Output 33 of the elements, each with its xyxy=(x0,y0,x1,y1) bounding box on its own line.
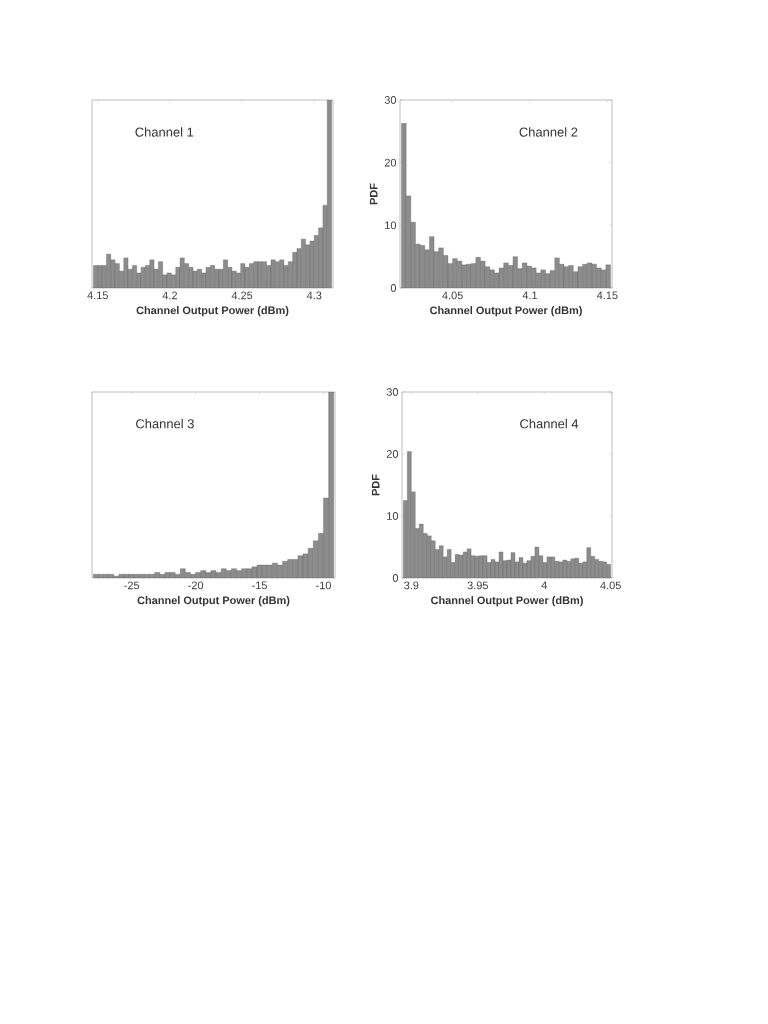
y-axis-title: PDF xyxy=(371,474,380,496)
x-tick-label: 4.1 xyxy=(522,291,538,300)
x-tick-label: 4.15 xyxy=(596,291,618,300)
x-tick-label: 4 xyxy=(541,581,547,590)
y-tick-label: 20 xyxy=(386,450,399,458)
y-tick-label: 10 xyxy=(385,221,397,230)
y-tick-label: 0 xyxy=(390,284,397,292)
annotation: Channel 4 xyxy=(520,418,579,429)
x-tick-label: -10 xyxy=(316,581,331,590)
x-axis-title: Channel Output Power (dBm) xyxy=(431,596,583,607)
x-tick-label: 3.9 xyxy=(404,581,419,590)
y-tick-label: 0 xyxy=(392,574,399,582)
x-tick-label: 4.2 xyxy=(162,291,177,300)
x-tick-label: 4.15 xyxy=(87,291,108,300)
y-tick-label: 30 xyxy=(384,96,397,104)
x-tick-label: -15 xyxy=(252,581,267,590)
x-tick-label: 4.3 xyxy=(306,291,322,300)
x-tick-label: 4.05 xyxy=(600,581,621,590)
y-tick-label: 20 xyxy=(384,158,397,167)
y-axis-title: PDF xyxy=(369,183,378,205)
y-tick-label: 30 xyxy=(386,388,399,396)
x-tick-label: -20 xyxy=(188,581,204,590)
x-axis-title: Channel Output Power (dBm) xyxy=(137,596,290,607)
x-tick-label: 4.05 xyxy=(442,291,463,300)
x-axis-title: Channel Output Power (dBm) xyxy=(430,306,582,317)
x-tick-label: 4.25 xyxy=(231,291,253,300)
y-tick-label: 10 xyxy=(387,512,399,520)
annotation: Channel 1 xyxy=(135,127,194,137)
x-tick-label: -25 xyxy=(124,581,140,590)
annotation: Channel 2 xyxy=(519,127,578,137)
annotation: Channel 3 xyxy=(136,418,194,429)
x-axis-title: Channel Output Power (dBm) xyxy=(136,306,289,317)
x-tick-label: 3.95 xyxy=(467,581,488,590)
